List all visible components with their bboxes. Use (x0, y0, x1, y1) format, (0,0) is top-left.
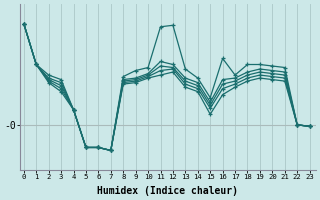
X-axis label: Humidex (Indice chaleur): Humidex (Indice chaleur) (98, 186, 238, 196)
